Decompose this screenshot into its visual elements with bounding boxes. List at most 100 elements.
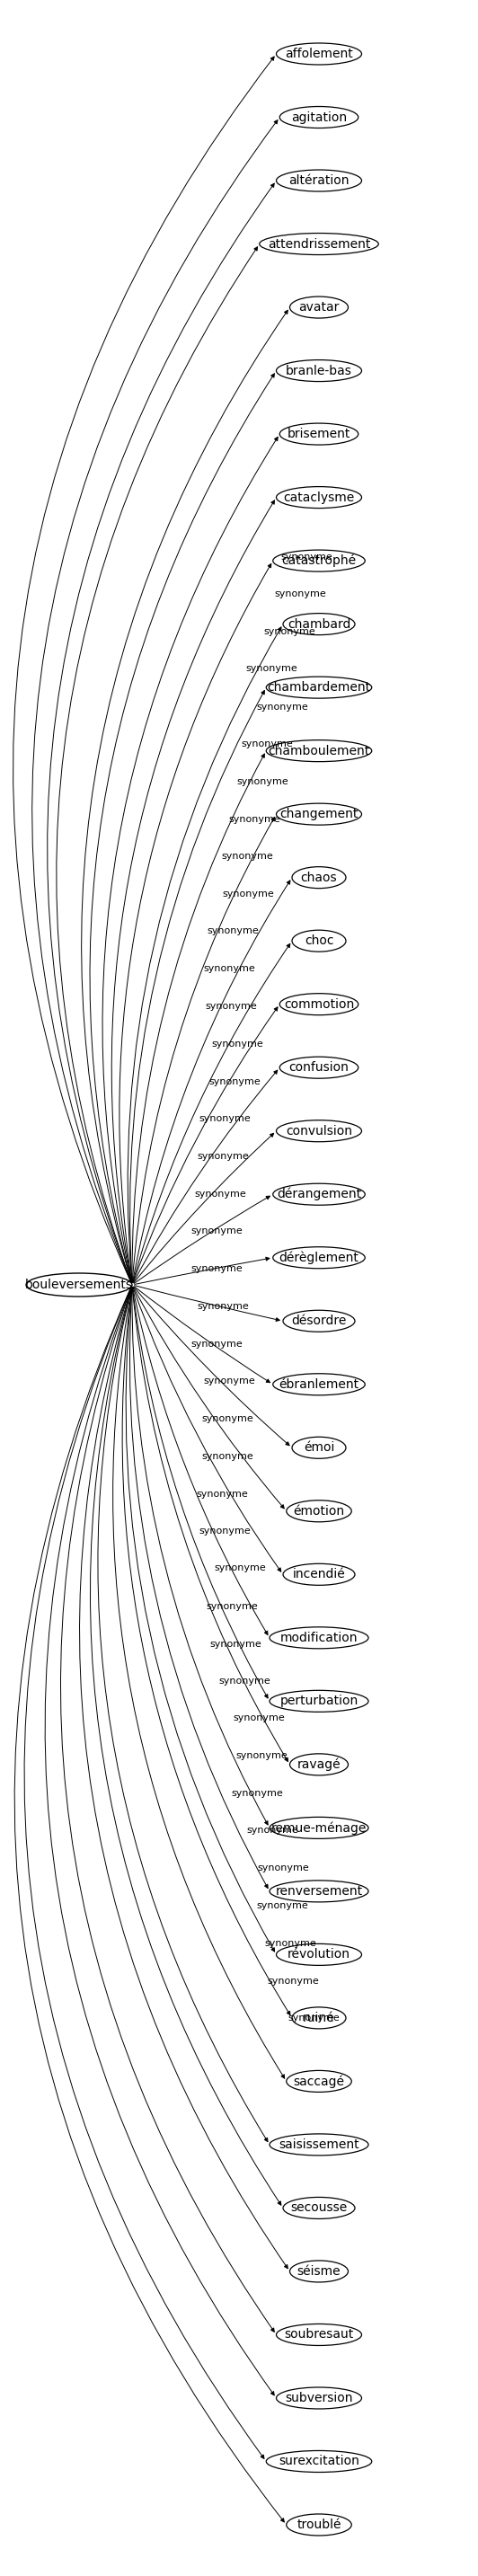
Text: synonyme: synonyme [281, 551, 333, 562]
Text: synonyme: synonyme [257, 1901, 309, 1911]
Text: synonyme: synonyme [214, 1564, 266, 1574]
Text: désordre: désordre [292, 1314, 347, 1327]
Text: séisme: séisme [297, 2264, 341, 2277]
Ellipse shape [273, 1247, 365, 1267]
Text: chambardement: chambardement [267, 680, 370, 693]
Ellipse shape [276, 2324, 362, 2347]
Ellipse shape [286, 2071, 351, 2092]
Ellipse shape [270, 1690, 369, 1713]
Ellipse shape [292, 930, 346, 951]
Text: attendrissement: attendrissement [268, 237, 370, 250]
Text: avatar: avatar [299, 301, 339, 314]
Ellipse shape [270, 1816, 369, 1839]
Text: renversement: renversement [275, 1886, 363, 1899]
Text: remue-ménage: remue-ménage [271, 1821, 367, 1834]
Text: altération: altération [289, 175, 349, 188]
Text: synonyme: synonyme [237, 778, 289, 786]
Text: synonyme: synonyme [202, 1450, 253, 1461]
Text: synonyme: synonyme [206, 1602, 258, 1610]
Ellipse shape [283, 1564, 355, 1584]
Ellipse shape [290, 2262, 348, 2282]
Ellipse shape [283, 1311, 355, 1332]
Text: révolution: révolution [288, 1947, 350, 1960]
Text: saisissement: saisissement [279, 2138, 359, 2151]
Ellipse shape [276, 1121, 362, 1141]
Text: synonyme: synonyme [221, 853, 273, 860]
Text: troublé: troublé [297, 2519, 341, 2532]
Ellipse shape [266, 677, 372, 698]
Ellipse shape [276, 804, 362, 824]
Ellipse shape [276, 1945, 362, 1965]
Text: synonyme: synonyme [207, 927, 259, 935]
Text: saccagé: saccagé [293, 2074, 345, 2087]
Text: agitation: agitation [291, 111, 347, 124]
Text: synonyme: synonyme [206, 1002, 258, 1010]
Text: incendié: incendié [293, 1569, 346, 1582]
Text: commotion: commotion [284, 997, 354, 1010]
Text: dérèglement: dérèglement [279, 1252, 359, 1265]
Text: synonyme: synonyme [256, 703, 308, 711]
Text: ravagé: ravagé [297, 1757, 341, 1772]
Text: ruiné: ruiné [303, 2012, 335, 2025]
Text: choc: choc [304, 935, 334, 948]
Text: secousse: secousse [291, 2202, 348, 2215]
Text: synonyme: synonyme [194, 1190, 246, 1198]
Text: synonyme: synonyme [246, 1826, 298, 1834]
Text: synonyme: synonyme [204, 1376, 256, 1386]
Ellipse shape [270, 2133, 369, 2156]
Ellipse shape [280, 106, 358, 129]
Text: synonyme: synonyme [202, 1414, 254, 1422]
Text: cataclysme: cataclysme [283, 492, 355, 505]
Ellipse shape [276, 361, 362, 381]
Text: bouleversements: bouleversements [25, 1278, 133, 1291]
Text: émoi: émoi [304, 1443, 335, 1453]
Text: synonyme: synonyme [196, 1489, 248, 1499]
Text: synonyme: synonyme [265, 1940, 317, 1947]
Text: synonyme: synonyme [191, 1265, 242, 1273]
Text: synonyme: synonyme [197, 1301, 249, 1311]
Text: synonyme: synonyme [203, 963, 255, 974]
Ellipse shape [280, 994, 358, 1015]
Text: synonyme: synonyme [219, 1677, 271, 1685]
Text: synonyme: synonyme [246, 665, 298, 672]
Text: chamboulement: chamboulement [268, 744, 370, 757]
Ellipse shape [266, 2450, 372, 2473]
Text: synonyme: synonyme [236, 1752, 288, 1759]
Text: synonyme: synonyme [232, 1790, 283, 1798]
Text: chaos: chaos [301, 871, 337, 884]
Text: dérangement: dérangement [277, 1188, 361, 1200]
Ellipse shape [276, 2388, 362, 2409]
Text: synonyme: synonyme [233, 1713, 285, 1723]
Text: synonyme: synonyme [229, 814, 281, 824]
Text: affolement: affolement [285, 46, 353, 59]
Text: synonyme: synonyme [288, 2014, 340, 2022]
Text: synonyme: synonyme [199, 1528, 250, 1535]
Text: synonyme: synonyme [222, 889, 274, 899]
Text: synonyme: synonyme [199, 1115, 251, 1123]
Ellipse shape [276, 487, 362, 507]
Text: ébranlement: ébranlement [279, 1378, 359, 1391]
Text: modification: modification [280, 1631, 358, 1643]
Text: émotion: émotion [293, 1504, 345, 1517]
Text: synonyme: synonyme [191, 1340, 243, 1347]
Text: brisement: brisement [287, 428, 350, 440]
Text: synonyme: synonyme [212, 1041, 264, 1048]
Ellipse shape [286, 1499, 351, 1522]
Ellipse shape [270, 1628, 369, 1649]
Ellipse shape [280, 422, 358, 446]
Text: chambard: chambard [287, 618, 350, 631]
Ellipse shape [283, 2197, 355, 2218]
Text: convulsion: convulsion [286, 1126, 352, 1136]
Text: synonyme: synonyme [274, 590, 326, 598]
Text: branle-bas: branle-bas [286, 363, 352, 376]
Ellipse shape [270, 1880, 369, 1901]
Ellipse shape [260, 234, 379, 255]
Ellipse shape [286, 2514, 351, 2535]
Ellipse shape [273, 1182, 365, 1206]
Ellipse shape [276, 44, 362, 64]
Text: synonyme: synonyme [241, 739, 293, 750]
Ellipse shape [280, 1056, 358, 1079]
Text: synonyme: synonyme [258, 1862, 309, 1873]
Text: catastrophé: catastrophé [282, 554, 356, 567]
Ellipse shape [273, 1373, 365, 1396]
